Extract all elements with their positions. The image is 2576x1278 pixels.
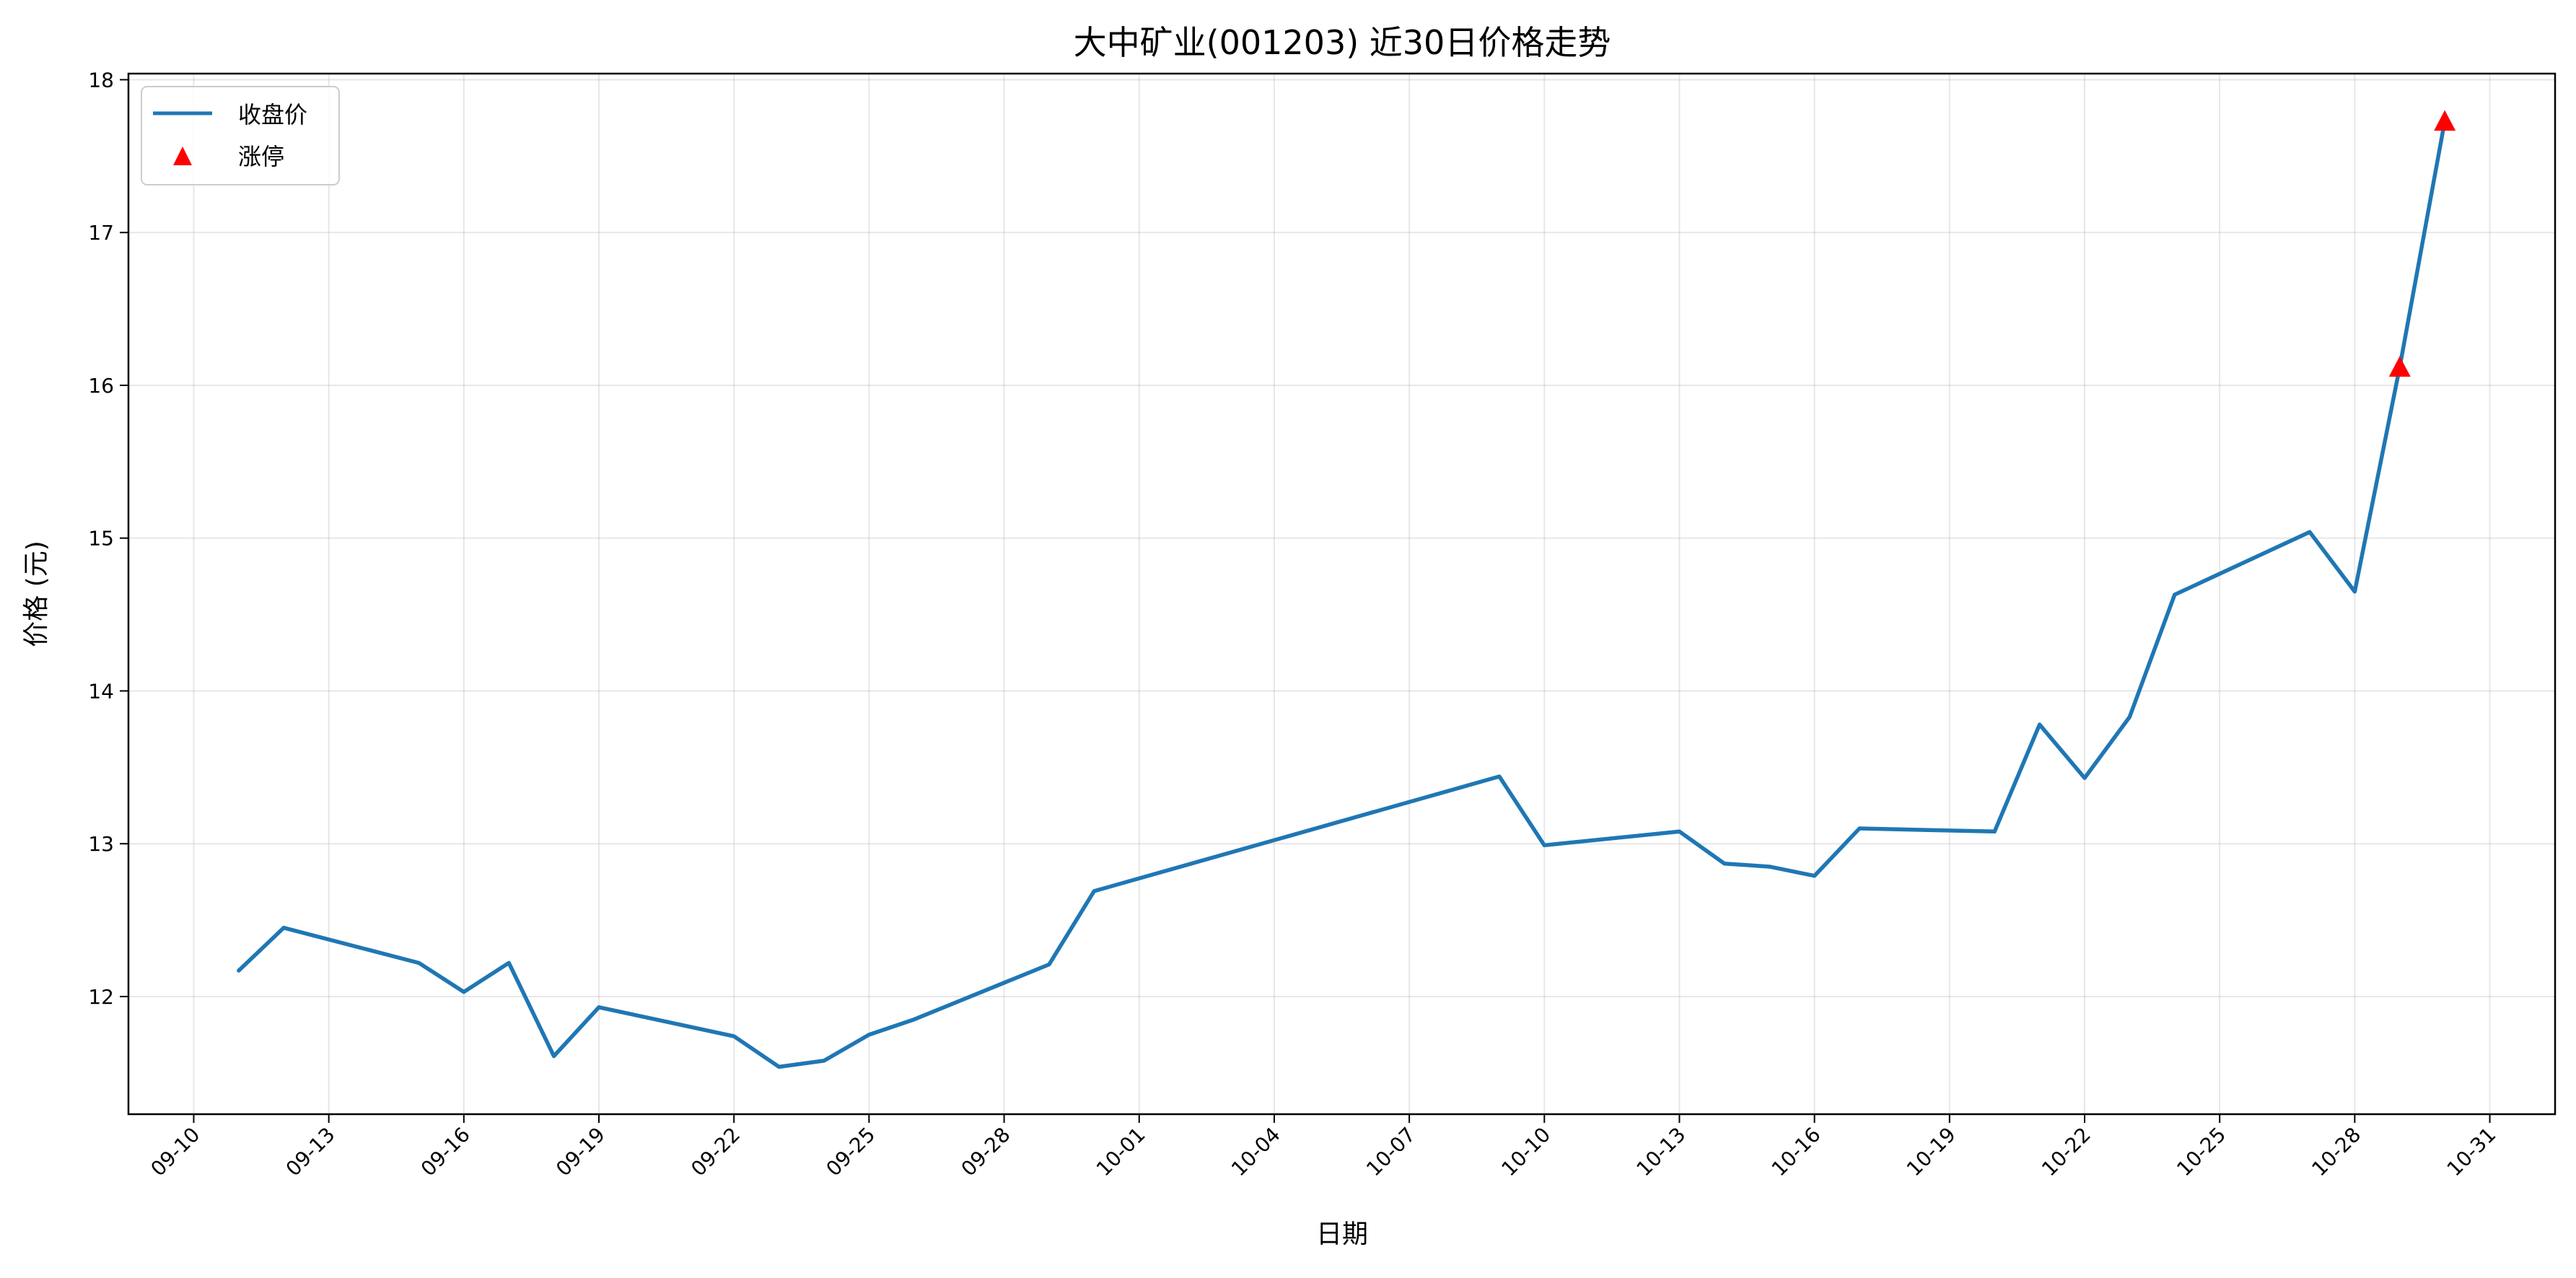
limit-up-marker xyxy=(2389,356,2411,377)
x-tick-label: 10-25 xyxy=(2172,1123,2230,1181)
x-tick-label: 10-01 xyxy=(1092,1123,1150,1181)
y-tick-label: 15 xyxy=(88,527,114,551)
limit-up-marker xyxy=(2434,110,2455,131)
x-tick-label: 10-22 xyxy=(2037,1123,2095,1181)
legend: 收盘价 涨停 xyxy=(141,87,339,185)
y-axis-label: 价格 (元) xyxy=(22,540,51,647)
x-tick-label: 09-28 xyxy=(957,1123,1015,1181)
axis-ticks: 09-10 09-13 09-16 09-19 09-22 09-25 09-28 10-01… xyxy=(88,68,2500,1181)
chart-title: 大中矿业(001203) 近30日价格走势 xyxy=(1074,23,1611,62)
x-tick-label: 09-13 xyxy=(281,1123,340,1181)
x-tick-label: 09-22 xyxy=(686,1123,745,1181)
x-axis-label: 日期 xyxy=(1316,1220,1368,1249)
y-tick-label: 18 xyxy=(88,68,114,92)
x-tick-label: 10-10 xyxy=(1497,1123,1555,1181)
x-tick-label: 10-07 xyxy=(1362,1123,1420,1181)
y-tick-label: 14 xyxy=(88,679,114,703)
x-tick-label: 09-19 xyxy=(551,1123,610,1181)
x-tick-label: 09-16 xyxy=(416,1123,475,1181)
x-tick-label: 10-19 xyxy=(1902,1123,1961,1181)
y-tick-label: 12 xyxy=(88,985,114,1009)
x-tick-label: 10-28 xyxy=(2307,1123,2365,1181)
grid xyxy=(128,74,2555,1114)
x-tick-label: 10-31 xyxy=(2443,1123,2501,1181)
legend-label-close: 收盘价 xyxy=(238,101,307,128)
y-tick-label: 17 xyxy=(88,221,114,245)
x-tick-label: 09-10 xyxy=(146,1123,205,1181)
x-tick-label: 09-25 xyxy=(821,1123,880,1181)
x-tick-label: 10-13 xyxy=(1632,1123,1691,1181)
legend-label-limit-up: 涨停 xyxy=(238,143,284,170)
series-layer xyxy=(239,110,2455,1067)
x-tick-label: 10-16 xyxy=(1767,1123,1826,1181)
plot-frame xyxy=(128,74,2555,1114)
y-tick-label: 16 xyxy=(88,374,114,398)
close-price-line xyxy=(239,121,2445,1067)
x-tick-label: 10-04 xyxy=(1227,1123,1285,1181)
y-tick-label: 13 xyxy=(88,832,114,856)
